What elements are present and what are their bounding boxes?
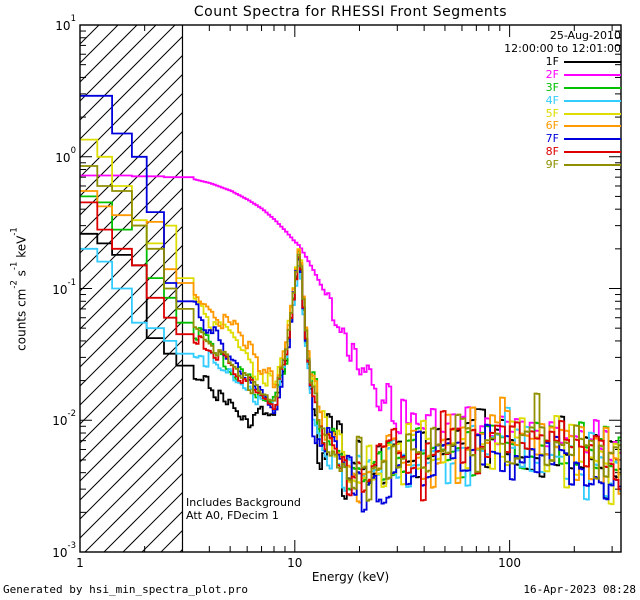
chart-title: Count Spectra for RHESSI Front Segments — [193, 4, 508, 20]
legend-label-8F: 8F — [545, 144, 559, 158]
legend-label-1F: 1F — [545, 55, 559, 69]
observation-time-range: 12:00:00 to 12:01:00 — [504, 42, 621, 55]
series-8F — [80, 201, 621, 502]
legend-item-9F: 9F — [546, 158, 621, 171]
plot-frame — [79, 24, 622, 553]
generation-timestamp: 16-Apr-2023 08:28 — [523, 583, 636, 596]
legend-label-9F: 9F — [545, 157, 559, 171]
legend-swatch-9F — [564, 163, 621, 166]
legend-item-5F: 5F — [546, 107, 621, 120]
legend-item-4F: 4F — [546, 94, 621, 107]
legend-label-5F: 5F — [545, 106, 559, 120]
legend-swatch-1F — [564, 61, 621, 64]
legend-swatch-6F — [564, 125, 621, 128]
legend-swatch-3F — [564, 86, 621, 89]
legend-swatch-7F — [564, 138, 621, 141]
legend-item-2F: 2F — [546, 69, 621, 82]
legend-item-1F: 1F — [546, 56, 621, 69]
legend-swatch-8F — [564, 150, 621, 153]
series-lines — [80, 94, 621, 513]
legend-label-3F: 3F — [545, 80, 559, 94]
y-axis-label: counts cm-2 s-1 keV-1 — [9, 227, 29, 351]
legend-label-2F: 2F — [545, 68, 559, 82]
legend-label-6F: 6F — [545, 119, 559, 133]
legend-item-3F: 3F — [545, 80, 621, 95]
legend-label-4F: 4F — [545, 93, 559, 107]
legend-item-8F: 8F — [545, 144, 621, 159]
annotation-includes-background: Includes Background — [186, 496, 301, 509]
legend-swatch-2F — [564, 74, 621, 77]
legend-item-6F: 6F — [546, 120, 621, 133]
legend-label-7F: 7F — [545, 132, 559, 146]
generator-credit: Generated by hsi_min_spectra_plot.pro — [3, 583, 249, 596]
legend-swatch-4F — [564, 99, 621, 102]
legend-item-7F: 7F — [546, 133, 621, 146]
series-9F — [80, 165, 621, 502]
annotation-attenuator-state: Att A0, FDecim 1 — [186, 509, 279, 522]
series-7F — [80, 94, 621, 513]
x-axis-label: Energy (keV) — [311, 570, 390, 584]
legend-swatch-5F — [564, 112, 621, 115]
observation-date: 25-Aug-2010 — [549, 29, 621, 42]
detector-legend: 1F 2F 3F 4F 5F 6F 7F 8F 9F — [546, 56, 621, 171]
